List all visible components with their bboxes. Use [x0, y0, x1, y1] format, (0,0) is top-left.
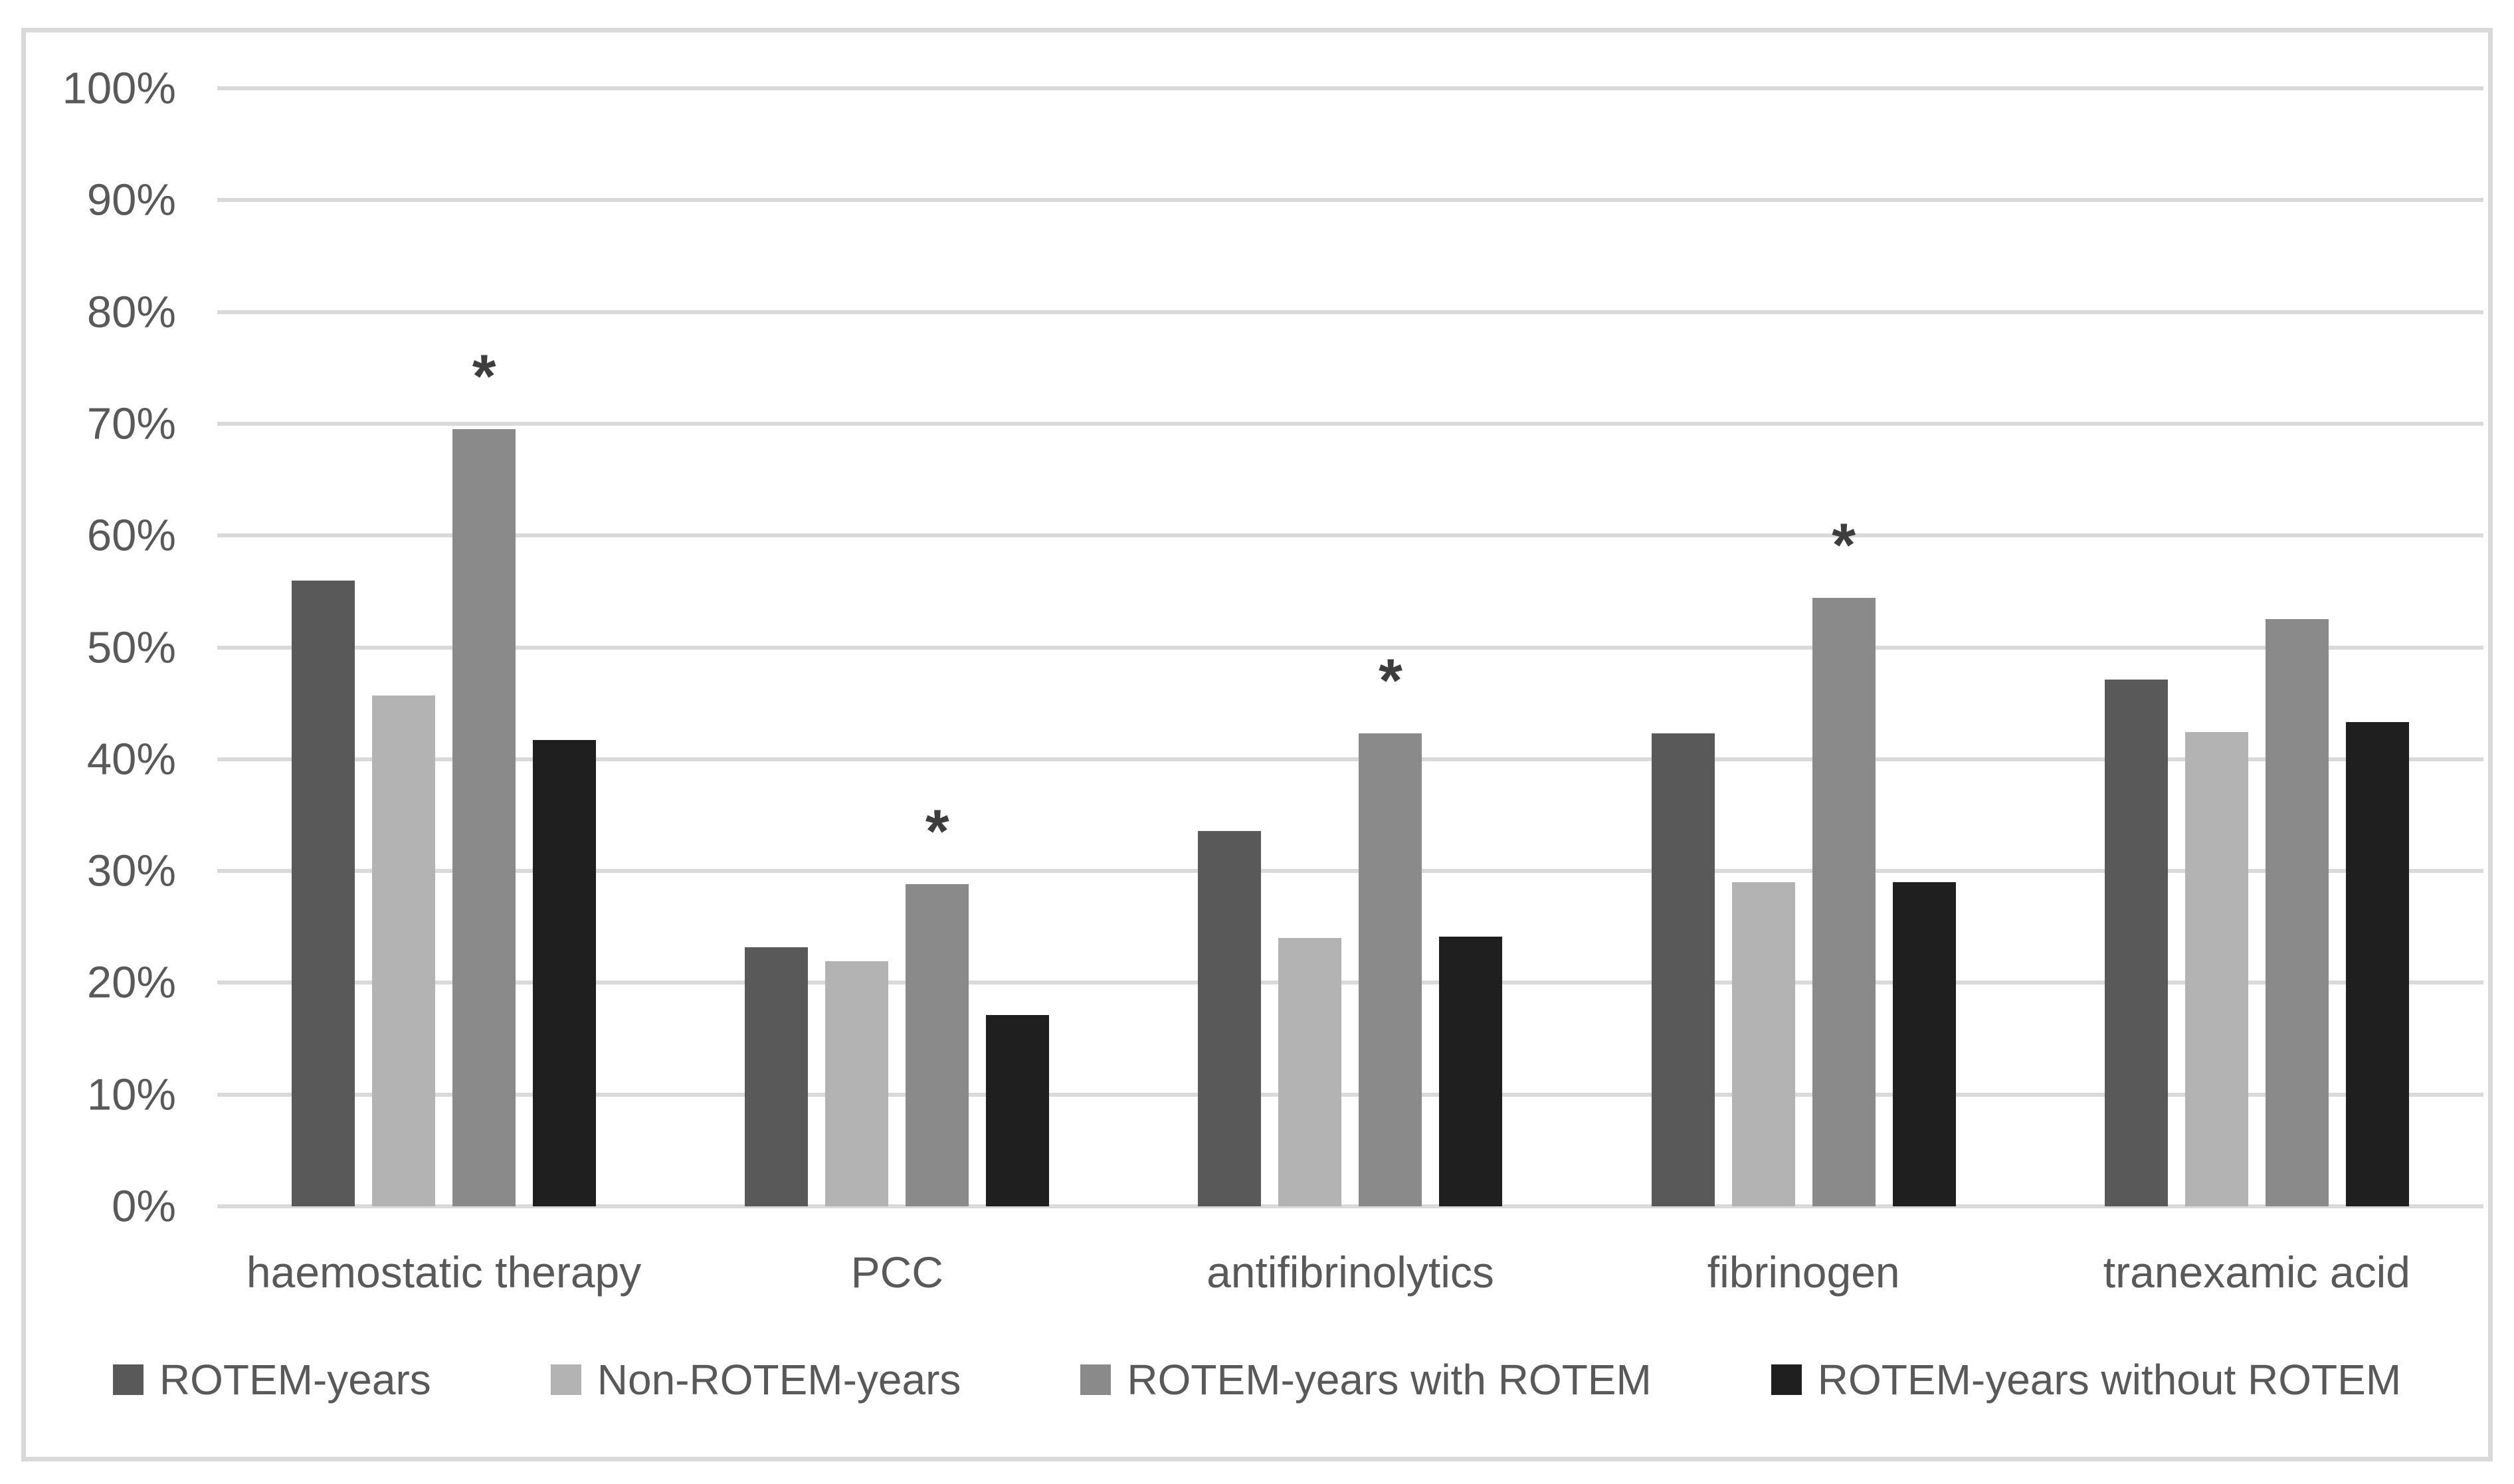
significance-asterisk-haemostatic-therapy: * — [472, 343, 496, 411]
bar-group-antifibrinolytics — [1123, 88, 1577, 1206]
y-axis-tick-label: 0% — [112, 1181, 176, 1232]
x-axis-label-PCC: PCC — [850, 1248, 943, 1297]
y-axis-tick-label: 80% — [86, 287, 176, 337]
bar-group-PCC — [670, 88, 1123, 1206]
significance-asterisk-fibrinogen: * — [1832, 511, 1856, 580]
bar-ROTEM-years-without-ROTEM-antifibrinolytics — [1439, 937, 1503, 1206]
bar-ROTEM-years-without-ROTEM-fibrinogen — [1892, 881, 1956, 1206]
gridline-10% — [217, 1092, 2483, 1097]
gridline-20% — [217, 980, 2483, 985]
legend: ROTEM-years Non-ROTEM-years ROTEM-years wi… — [0, 1356, 2514, 1403]
y-axis-tick-label: 30% — [86, 846, 176, 896]
gridline-40% — [217, 757, 2483, 761]
gridline-50% — [217, 645, 2483, 650]
bar-group-tranexamic-acid — [2030, 88, 2483, 1206]
gridline-100% — [217, 86, 2483, 90]
bar-ROTEM-years-fibrinogen — [1651, 733, 1715, 1206]
bar-ROTEM-years-without-ROTEM-tranexamic-acid — [2345, 722, 2409, 1206]
legend-item-ROTEM-years-without-ROTEM: ROTEM-years without ROTEM — [1771, 1356, 2401, 1403]
y-axis-tick-label: 90% — [86, 175, 176, 225]
y-axis-tick-label: 50% — [86, 622, 176, 672]
significance-asterisk-PCC: * — [925, 798, 949, 866]
gridline-60% — [217, 533, 2483, 538]
bar-group-fibrinogen — [1577, 88, 2030, 1206]
legend-label: ROTEM-years — [159, 1356, 431, 1404]
y-axis-tick-label: 40% — [86, 734, 176, 785]
bar-ROTEM-years-with-ROTEM-haemostatic-therapy — [452, 429, 516, 1206]
gridline-70% — [217, 421, 2483, 426]
x-axis-label-haemostatic-therapy: haemostatic therapy — [246, 1248, 642, 1297]
y-axis-tick-label: 60% — [86, 510, 176, 561]
legend-label: Non-ROTEM-years — [597, 1356, 961, 1404]
y-axis-tick-label: 70% — [86, 399, 176, 449]
bar-ROTEM-years-with-ROTEM-fibrinogen — [1812, 598, 1876, 1206]
gridline-0% — [217, 1204, 2483, 1208]
bar-ROTEM-years-haemostatic-therapy — [292, 580, 355, 1206]
x-axis-label-antifibrinolytics: antifibrinolytics — [1207, 1248, 1494, 1297]
bar-Non-ROTEM-years-fibrinogen — [1731, 881, 1795, 1206]
legend-swatch-icon — [1080, 1364, 1112, 1395]
bar-ROTEM-years-without-ROTEM-PCC — [986, 1015, 1050, 1206]
bar-Non-ROTEM-years-haemostatic-therapy — [372, 695, 436, 1206]
significance-asterisk-antifibrinolytics: * — [1379, 647, 1402, 715]
gridline-30% — [217, 869, 2483, 874]
y-axis-tick-label: 20% — [86, 957, 176, 1008]
legend-label: ROTEM-years with ROTEM — [1127, 1356, 1652, 1404]
bar-ROTEM-years-antifibrinolytics — [1198, 830, 1262, 1206]
bar-Non-ROTEM-years-antifibrinolytics — [1278, 938, 1342, 1206]
bar-ROTEM-years-with-ROTEM-tranexamic-acid — [2265, 619, 2329, 1206]
y-axis-tick-label: 100% — [62, 63, 176, 114]
x-axis-label-fibrinogen: fibrinogen — [1707, 1248, 1900, 1297]
legend-swatch-icon — [1771, 1364, 1802, 1395]
gridline-90% — [217, 198, 2483, 203]
legend-swatch-icon — [112, 1364, 144, 1395]
plot-area: * * * * — [217, 86, 2483, 1208]
bar-ROTEM-years-tranexamic-acid — [2104, 680, 2168, 1206]
y-axis-tick-label: 10% — [86, 1069, 176, 1120]
bar-ROTEM-years-without-ROTEM-haemostatic-therapy — [533, 740, 597, 1206]
x-axis-label-tranexamic-acid: tranexamic acid — [2103, 1248, 2410, 1297]
bar-ROTEM-years-with-ROTEM-PCC — [906, 884, 969, 1206]
bar-Non-ROTEM-years-PCC — [825, 961, 889, 1206]
legend-item-ROTEM-years-with-ROTEM: ROTEM-years with ROTEM — [1080, 1356, 1652, 1404]
gridline-80% — [217, 310, 2483, 314]
bar-ROTEM-years-PCC — [745, 947, 809, 1206]
legend-swatch-icon — [550, 1364, 581, 1395]
bar-Non-ROTEM-years-tranexamic-acid — [2184, 732, 2248, 1206]
bar-ROTEM-years-with-ROTEM-antifibrinolytics — [1359, 733, 1422, 1206]
legend-item-Non-ROTEM-years: Non-ROTEM-years — [550, 1356, 961, 1404]
legend-item-ROTEM-years: ROTEM-years — [112, 1356, 431, 1404]
legend-label: ROTEM-years without ROTEM — [1817, 1356, 2402, 1404]
bar-group-haemostatic-therapy — [217, 88, 670, 1206]
